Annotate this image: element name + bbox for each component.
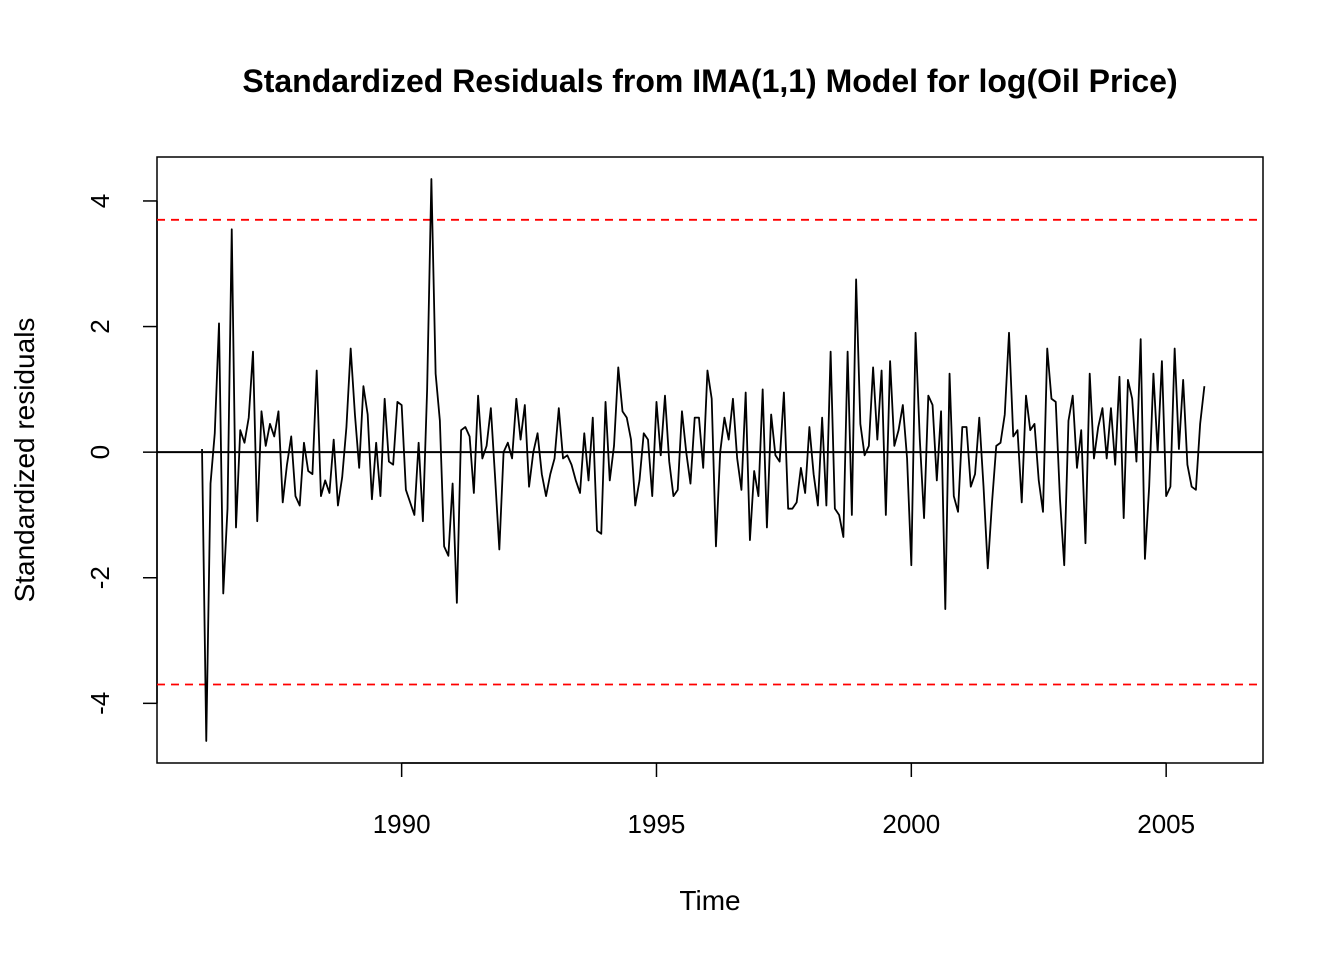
y-tick-label: 2 bbox=[85, 319, 115, 333]
y-axis: -4 -2 0 2 4 bbox=[85, 194, 158, 715]
x-axis: 1990 1995 2000 2005 bbox=[373, 762, 1195, 839]
x-axis-label: Time bbox=[679, 885, 740, 916]
x-tick-label: 2005 bbox=[1137, 809, 1195, 839]
x-tick-label: 1990 bbox=[373, 809, 431, 839]
y-tick-label: 0 bbox=[85, 445, 115, 459]
y-axis-label: Standardized residuals bbox=[9, 318, 40, 603]
plot-frame bbox=[156, 156, 1264, 764]
x-tick-label: 1995 bbox=[628, 809, 686, 839]
y-tick-label: 4 bbox=[85, 194, 115, 208]
y-tick-label: -4 bbox=[85, 692, 115, 715]
series-layer bbox=[201, 178, 1206, 742]
x-tick-label: 2000 bbox=[882, 809, 940, 839]
chart-title: Standardized Residuals from IMA(1,1) Mod… bbox=[242, 63, 1177, 99]
y-tick-label: -2 bbox=[85, 566, 115, 589]
reference-lines bbox=[157, 218, 1263, 686]
residual-series-line bbox=[201, 178, 1206, 742]
